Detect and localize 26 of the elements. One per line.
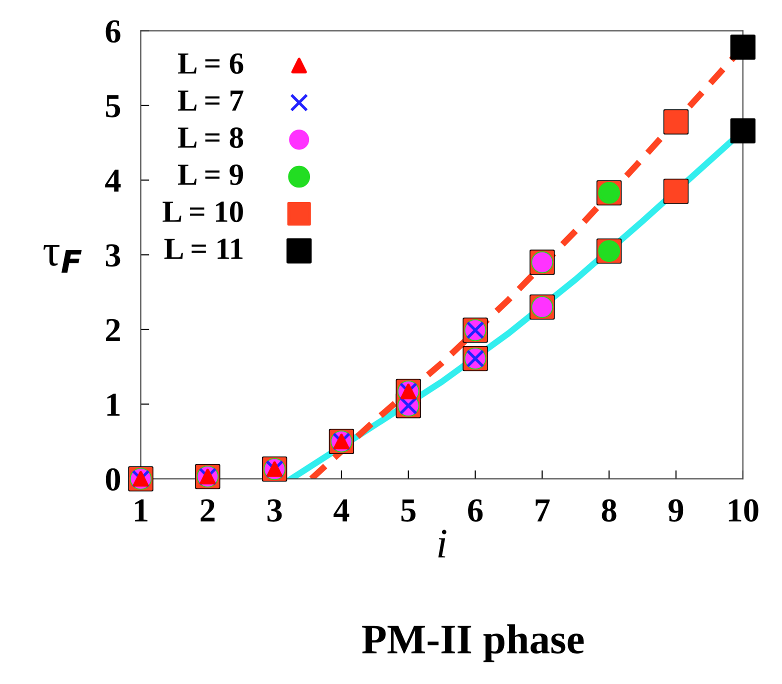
y-tick-label: 1: [107, 394, 120, 416]
x-tick-label: 2: [200, 499, 215, 522]
y-tick-label: 6: [106, 20, 120, 43]
text: PM-II phase: [362, 624, 584, 662]
legend-label: L = 10: [162, 201, 243, 222]
legend-label: L = 6: [178, 53, 244, 74]
x-tick-label: 9: [668, 499, 684, 522]
legend-label: L = 11: [164, 238, 243, 259]
x-tick-label: 3: [267, 499, 282, 522]
y-tick-label: 3: [106, 244, 120, 267]
y-tick-label: 2: [106, 318, 120, 342]
x-tick-label: 4: [334, 499, 350, 522]
x-tick-label: 10: [728, 499, 758, 522]
x-tick-label: 5: [401, 500, 416, 522]
legend-label: L = 7: [178, 90, 244, 111]
legend-label: L = 9: [178, 164, 243, 186]
legend-label: L = 8: [178, 127, 244, 148]
x-tick-label: 7: [536, 500, 550, 522]
y-axis-title: τ$_{F}$: [44, 245, 82, 273]
y-tick-label: 5: [106, 95, 120, 118]
x-tick-label: 8: [602, 499, 616, 522]
y-tick-label: 0: [106, 468, 120, 491]
x-tick-label: 6: [468, 499, 483, 522]
x-tick-label: 1: [135, 499, 148, 522]
x-axis-title: i: [438, 530, 446, 558]
y-tick-label: 4: [105, 170, 121, 192]
